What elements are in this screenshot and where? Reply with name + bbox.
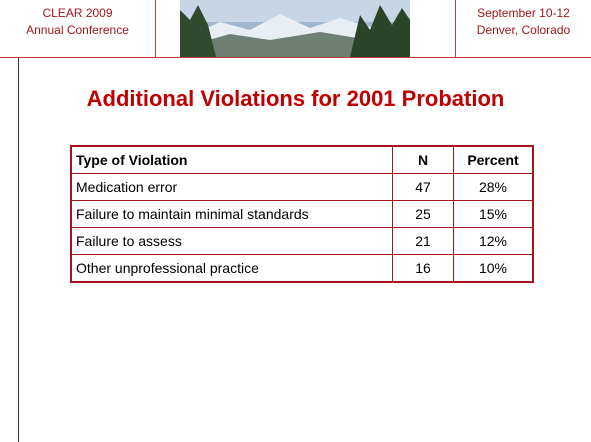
header-rule bbox=[0, 57, 591, 58]
table-cell: 47 bbox=[392, 173, 454, 201]
table-cell: 28% bbox=[453, 173, 534, 201]
table-row: Medication error 47 28% bbox=[70, 173, 534, 201]
table-cell: Other unprofessional practice bbox=[70, 254, 393, 283]
table-row: Failure to maintain minimal standards 25 1… bbox=[70, 200, 534, 228]
table-cell: Failure to assess bbox=[70, 227, 393, 255]
table-cell: 21 bbox=[392, 227, 454, 255]
header-line: CLEAR 2009 bbox=[42, 6, 113, 20]
header-image bbox=[180, 0, 410, 57]
header-row: Type of Violation N Percent bbox=[70, 145, 534, 174]
table-row: Failure to assess 21 12% bbox=[70, 227, 534, 255]
header-left: CLEAR 2009 Annual Conference bbox=[0, 0, 156, 57]
table-cell: 12% bbox=[453, 227, 534, 255]
title: Additional Violations for 2001 Probation bbox=[86, 86, 505, 111]
header-line: September 10-12 bbox=[477, 6, 570, 20]
header-line: Denver, Colorado bbox=[476, 23, 571, 37]
table-cell: Failure to maintain minimal standards bbox=[70, 200, 393, 228]
header-line: Annual Conference bbox=[26, 23, 129, 37]
table-cell: 10% bbox=[453, 254, 534, 283]
column-header: Percent bbox=[453, 145, 534, 174]
table-row: Other unprofessional practice 16 10% bbox=[70, 254, 534, 283]
column-header: N bbox=[392, 145, 454, 174]
table-cell: Medication error bbox=[70, 173, 393, 201]
column-header: Type of Violation bbox=[70, 145, 393, 174]
table: Type of Violation N Percent Medication e… bbox=[70, 145, 534, 283]
table-cell: 15% bbox=[453, 200, 534, 228]
side-rule bbox=[18, 57, 19, 442]
table-cell: 25 bbox=[392, 200, 454, 228]
table-cell: 16 bbox=[392, 254, 454, 283]
header-right: September 10-12 Denver, Colorado bbox=[455, 0, 591, 57]
